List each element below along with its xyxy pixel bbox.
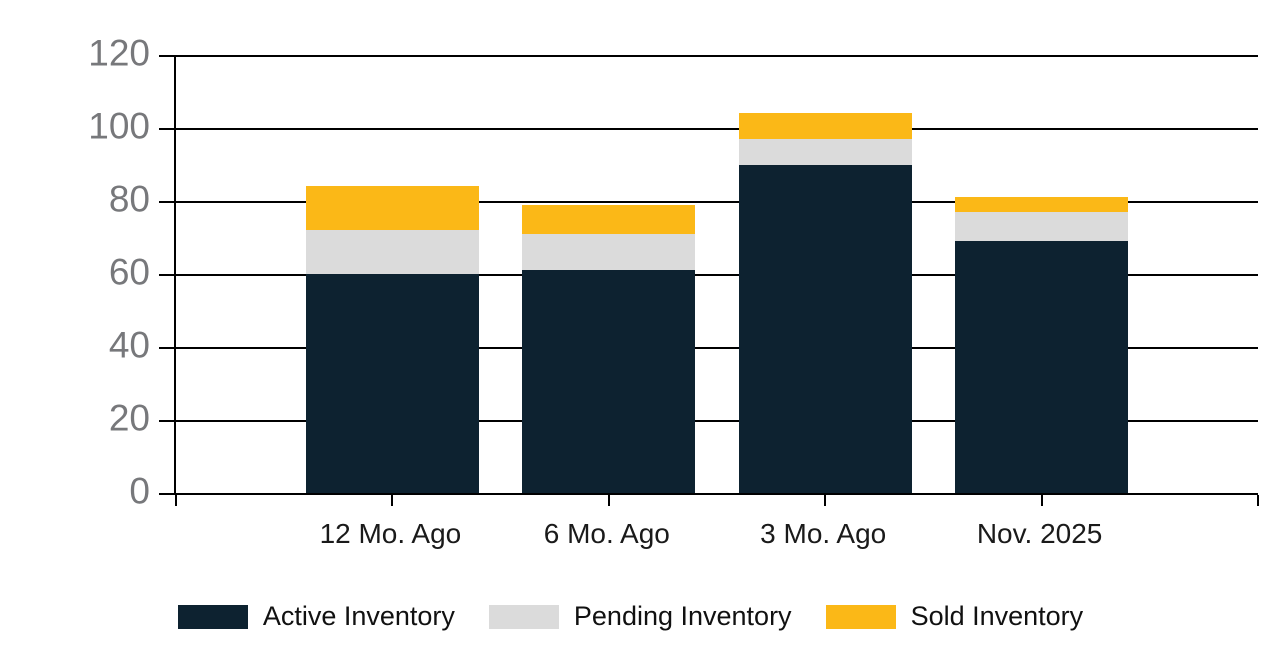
y-tick-label-60: 60 [108,251,150,293]
y-axis-tick-40 [159,347,174,349]
x-category-label-12-mo-ago: 12 Mo. Ago [319,518,462,549]
bar-segment-sold-inventory-12-mo-ago [305,186,479,231]
y-tick-label-80: 80 [108,178,150,220]
legend-item-pending-inventory: Pending Inventory [488,601,792,632]
bar-segment-sold-inventory-3-mo-ago [738,113,912,139]
y-tick-label-100: 100 [88,105,150,147]
bar-segment-active-inventory-3-mo-ago [738,164,912,493]
x-axis-tick-5 [1257,495,1259,506]
x-category-label-nov-2025: Nov. 2025 [976,518,1103,549]
bar-6-mo-ago [522,204,696,493]
x-axis-tick-2 [607,495,610,506]
y-tick-label-0: 0 [129,470,150,512]
x-category-label-6-mo-ago: 6 Mo. Ago [543,518,670,549]
bar-segment-active-inventory-12-mo-ago [305,274,479,493]
x-axis-tick-3 [824,495,827,506]
legend-swatch-active-inventory [177,604,248,629]
legend-label-sold-inventory: Sold Inventory [910,601,1084,631]
gridline-y-100 [176,128,1258,130]
x-axis-tick-0 [175,495,177,506]
legend-item-active-inventory: Active Inventory [177,601,455,632]
x-axis-tick-4 [1040,495,1043,506]
bar-nov-2025 [955,197,1129,493]
bar-segment-pending-inventory-12-mo-ago [305,230,479,274]
legend-label-pending-inventory: Pending Inventory [573,601,792,631]
bar-segment-pending-inventory-nov-2025 [955,211,1129,242]
legend: Active Inventory Pending Inventory Sold In… [0,601,1261,632]
legend-label-active-inventory: Active Inventory [262,601,455,631]
y-axis-tick-20 [159,420,174,422]
x-axis-tick-1 [391,495,394,506]
x-category-label-3-mo-ago: 3 Mo. Ago [760,518,887,549]
y-tick-label-120: 120 [88,32,150,74]
legend-item-sold-inventory: Sold Inventory [825,601,1084,632]
bar-12-mo-ago [305,186,479,493]
bar-segment-active-inventory-6-mo-ago [522,270,696,493]
legend-swatch-pending-inventory [488,604,559,629]
bar-segment-sold-inventory-nov-2025 [955,197,1129,212]
bar-segment-active-inventory-nov-2025 [955,241,1129,493]
y-axis-tick-0 [159,493,174,495]
y-tick-label-40: 40 [108,324,150,366]
y-axis-tick-100 [159,128,174,130]
gridline-y-80 [176,201,1258,203]
bar-segment-sold-inventory-6-mo-ago [522,204,696,234]
y-tick-label-20: 20 [108,397,150,439]
gridline-y-20 [176,420,1258,422]
gridline-y-60 [176,274,1258,276]
gridline-y-40 [176,347,1258,349]
legend-swatch-sold-inventory [825,604,896,629]
y-axis-tick-120 [159,55,174,57]
bar-segment-pending-inventory-3-mo-ago [738,138,912,165]
bar-3-mo-ago [738,113,912,493]
y-axis-tick-80 [159,201,174,203]
bar-segment-pending-inventory-6-mo-ago [522,233,696,271]
plot-area [159,55,1259,506]
y-axis-tick-60 [159,274,174,276]
gridline-y-120 [176,55,1258,57]
